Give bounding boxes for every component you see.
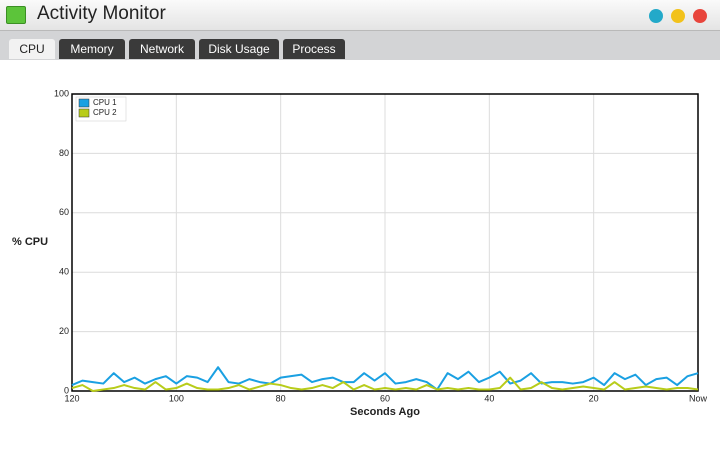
y-tick-label: 100 [54,88,69,98]
app-icon [6,6,26,24]
y-tick-label: 60 [59,207,69,217]
cpu-line [71,376,699,392]
y-tick-label: 40 [59,267,69,277]
legend-swatch [78,108,90,118]
close-button[interactable] [693,9,707,23]
legend-box [75,96,127,122]
legend-label: CPU 1 [93,98,117,107]
cpu-line [71,366,699,391]
y-axis-label: % CPU [12,236,48,248]
x-tick-label: 80 [276,393,286,403]
tab[interactable]: Memory [59,39,125,59]
legend-label: CPU 2 [93,108,117,117]
x-tick-label: 60 [380,393,390,403]
tab[interactable]: Disk Usage [199,39,279,59]
title-bar: Activity Monitor [0,0,720,30]
minimize-button[interactable] [671,9,685,23]
help-button[interactable] [649,9,663,23]
x-tick-label: 20 [589,393,599,403]
tab-bar: CPU Memory Network Disk Usage Process [0,30,720,60]
legend-swatch [78,98,90,108]
tab[interactable]: CPU [9,39,55,59]
tab[interactable]: Network [129,39,195,59]
plot-frame [71,93,699,392]
x-tick-label: 40 [484,393,494,403]
window-title: Activity Monitor [37,3,166,24]
tab[interactable]: Process [283,39,345,59]
y-tick-label: 20 [59,326,69,336]
x-tick-label: 120 [64,393,79,403]
x-tick-label: 100 [169,393,184,403]
y-tick-label: 80 [59,148,69,158]
y-tick-label: 0 [64,385,69,395]
x-tick-label: Now [689,393,708,403]
x-axis-label: Seconds Ago [350,406,420,418]
